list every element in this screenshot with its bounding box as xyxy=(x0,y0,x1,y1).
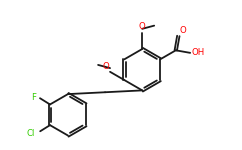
Text: O: O xyxy=(102,62,109,71)
Text: O: O xyxy=(179,26,186,35)
Text: OH: OH xyxy=(191,48,204,57)
Text: F: F xyxy=(31,93,36,102)
Text: Cl: Cl xyxy=(27,129,35,138)
Text: O: O xyxy=(139,22,146,32)
